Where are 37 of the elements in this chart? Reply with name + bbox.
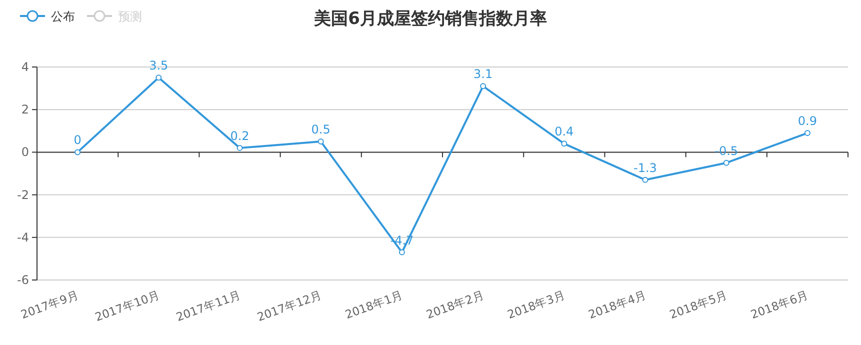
x-tick-label: 2018年5月	[668, 288, 730, 322]
chart-title: 美国6月成屋签约销售指数月率	[313, 9, 547, 29]
y-tick-label: -6	[17, 273, 29, 287]
point	[74, 149, 81, 156]
data-label: 3.1	[474, 67, 493, 82]
point	[318, 138, 324, 145]
x-tick-label: 2018年3月	[505, 288, 568, 322]
legend-label: 公布	[51, 10, 75, 24]
data-label: 0	[74, 133, 82, 148]
x-tick-label: 2018年1月	[343, 288, 405, 322]
x-tick-label: 2018年6月	[748, 288, 810, 322]
x-tick-label: 2017年12月	[255, 288, 324, 324]
x-tick-label: 2017年10月	[93, 288, 162, 324]
x-tick-label: 2017年9月	[18, 288, 81, 322]
data-label: 0.9	[798, 114, 817, 128]
data-label: -1.3	[634, 160, 657, 175]
point	[480, 83, 486, 90]
y-tick-label: -2	[17, 188, 29, 202]
data-label: 0.4	[554, 124, 574, 139]
x-tick-label: 2017年11月	[174, 288, 243, 324]
point	[642, 176, 648, 183]
x-tick-label: 2018年4月	[586, 288, 648, 322]
legend-公布: 公布	[20, 10, 75, 24]
point	[236, 144, 243, 151]
y-tick-label: -4	[17, 230, 29, 244]
point	[398, 249, 405, 256]
y-tick-label: 2	[21, 102, 29, 117]
data-label: 0.5	[311, 122, 330, 137]
point	[561, 140, 568, 147]
y-tick-label: 4	[21, 60, 29, 74]
data-label: 3.5	[149, 58, 168, 73]
x-tick-label: 2018年2月	[424, 288, 486, 322]
point	[156, 74, 162, 81]
data-label: 0.2	[230, 128, 250, 143]
y-tick-label: 0	[21, 145, 29, 160]
point	[804, 130, 810, 136]
point	[723, 160, 730, 166]
